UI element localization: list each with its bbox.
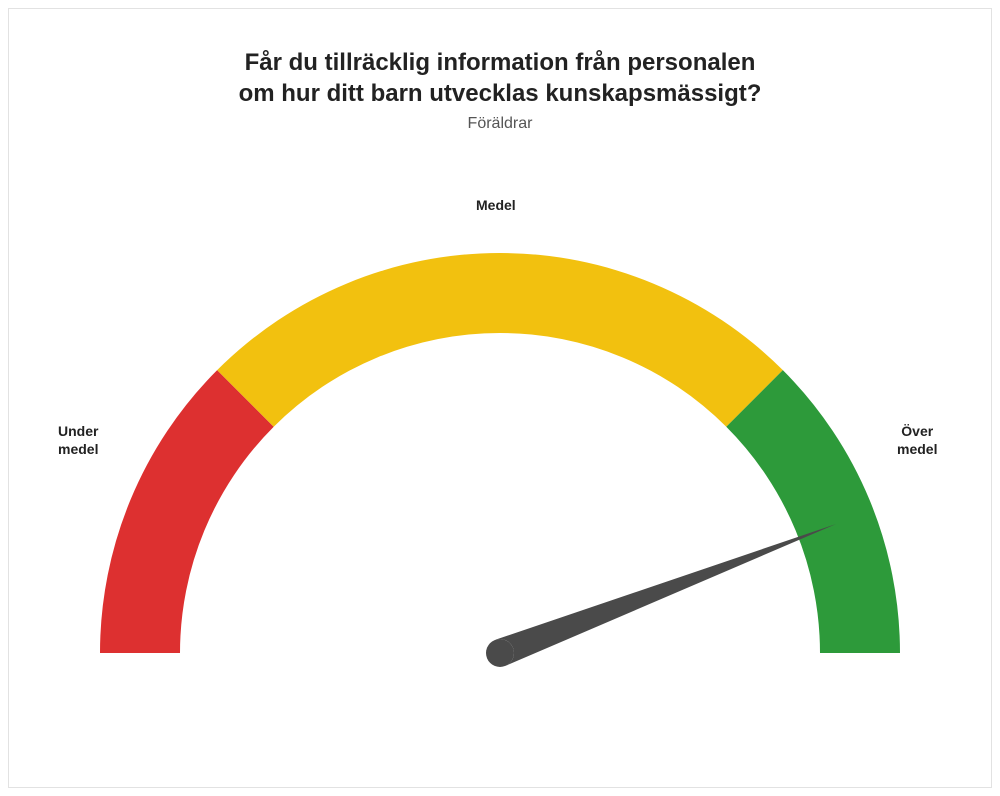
gauge-segment bbox=[100, 371, 274, 654]
segment-label-over-medel: Över medel bbox=[897, 423, 937, 458]
gauge-svg bbox=[50, 163, 950, 723]
gauge-segment bbox=[726, 371, 900, 654]
gauge-segment bbox=[217, 253, 783, 427]
segment-label-under-medel: Under medel bbox=[58, 423, 98, 458]
segment-label-medel: Medel bbox=[476, 197, 516, 215]
chart-title: Får du tillräcklig information från pers… bbox=[239, 47, 762, 109]
title-line-1: Får du tillräcklig information från pers… bbox=[245, 49, 756, 76]
title-line-2: om hur ditt barn utvecklas kunskapsmässi… bbox=[239, 80, 762, 107]
gauge-needle bbox=[495, 524, 836, 666]
chart-frame: Får du tillräcklig information från pers… bbox=[8, 8, 992, 788]
gauge-chart: Under medel Medel Över medel bbox=[50, 163, 950, 723]
gauge-needle-hub bbox=[486, 639, 514, 667]
chart-subtitle: Föräldrar bbox=[468, 115, 533, 133]
